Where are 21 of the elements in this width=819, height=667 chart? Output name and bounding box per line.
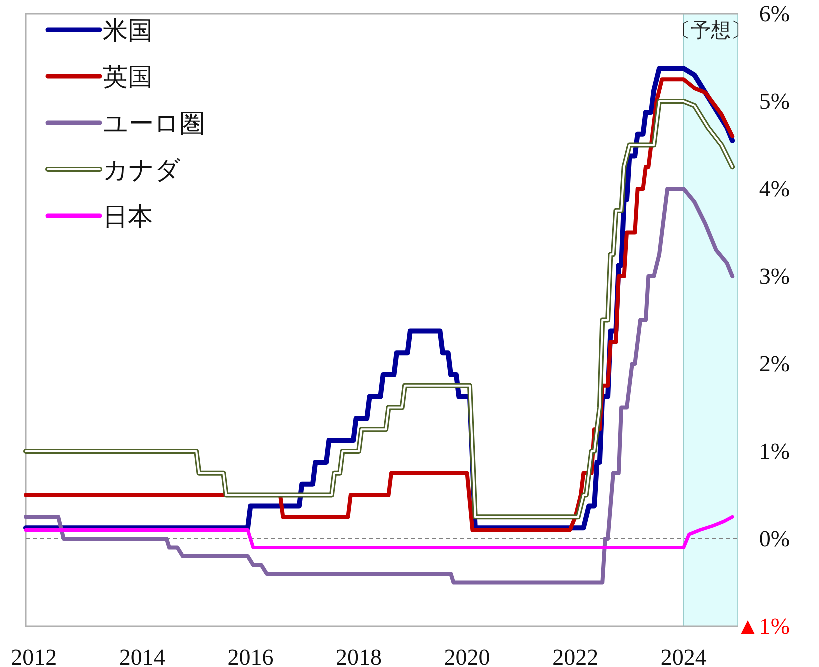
y-tick-label: 5% — [759, 89, 790, 114]
band-label: 〔予想〕 — [670, 20, 751, 42]
y-tick-label: 6% — [759, 2, 790, 26]
x-tick-label: 2014 — [119, 645, 166, 667]
x-tick-label: 2020 — [444, 645, 490, 667]
x-tick-label: 2012 — [11, 645, 58, 667]
legend-label: 日本 — [103, 204, 153, 231]
legend-label: 英国 — [103, 64, 153, 92]
y-tick-label: 2% — [759, 352, 790, 376]
legend-label: ユーロ圏 — [103, 111, 205, 138]
legend-label: 米国 — [103, 18, 153, 45]
y-tick-label: 1% — [759, 439, 790, 464]
y-tick-label: 3% — [759, 264, 790, 289]
x-tick-label: 2024 — [660, 645, 708, 667]
legend-label: カナダ — [103, 158, 181, 184]
y-tick-label: 0% — [759, 526, 790, 552]
y-tick-label: ▲1% — [736, 614, 790, 639]
x-tick-label: 2018 — [336, 645, 382, 667]
x-tick-label: 2016 — [228, 645, 274, 667]
y-tick-label: 4% — [759, 176, 790, 202]
x-tick-label: 2022 — [552, 645, 599, 667]
